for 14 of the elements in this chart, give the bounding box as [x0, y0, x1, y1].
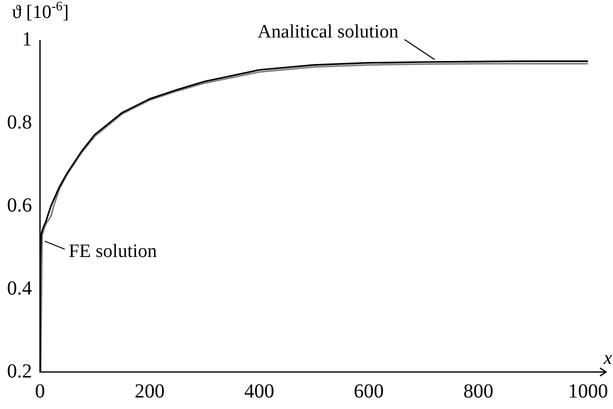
x-tick-label: 200	[134, 380, 165, 402]
x-tick-label: 600	[354, 380, 384, 402]
y-tick-label: 1	[22, 28, 32, 50]
y-tick-label: 0.2	[7, 360, 32, 382]
y-tick-label: 0.8	[7, 111, 32, 134]
x-tick-label: 0	[35, 380, 45, 402]
x-tick-label: 800	[463, 380, 494, 402]
y-tick-label: 0.6	[7, 194, 32, 216]
x-axis-title: x	[602, 348, 613, 369]
annotation: FE solution	[68, 241, 158, 262]
x-tick-label: 400	[244, 380, 274, 402]
annotation: Analitical solution	[258, 22, 400, 43]
y-tick-label: 0.4	[7, 277, 32, 300]
x-tick-label: 1000	[568, 380, 608, 402]
